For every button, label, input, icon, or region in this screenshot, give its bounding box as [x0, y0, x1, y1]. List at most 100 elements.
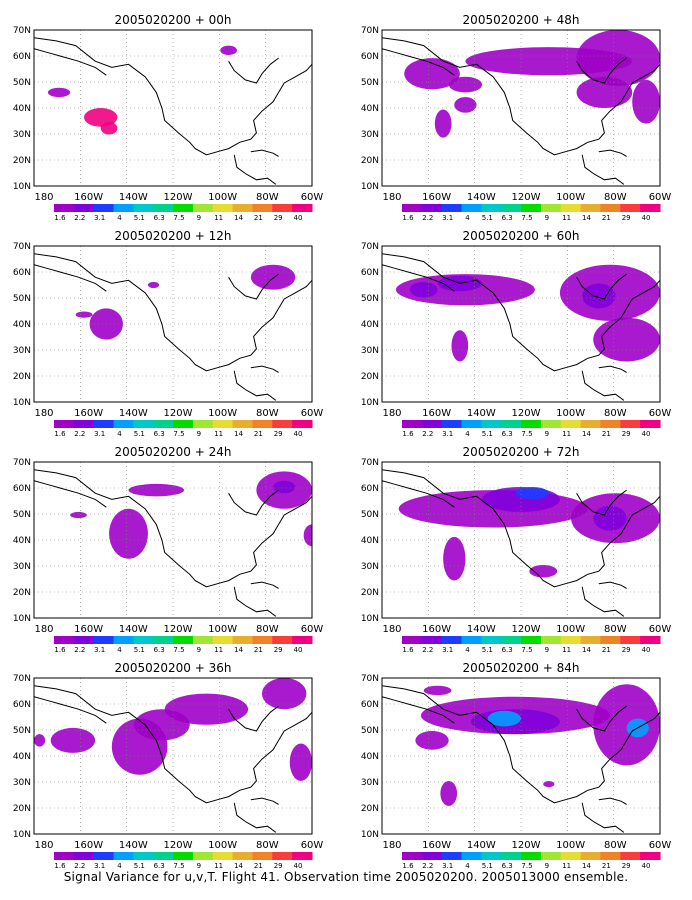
colorbar-swatch	[441, 852, 463, 860]
colorbar-label: 3.1	[442, 430, 453, 438]
colorbar-swatch	[560, 636, 582, 644]
colorbar-label: 40	[642, 430, 651, 438]
y-tick-label: 50N	[13, 294, 31, 304]
x-tick-label: 140W	[119, 192, 148, 203]
colorbar-swatch	[192, 852, 214, 860]
x-tick-label: 60W	[301, 624, 324, 635]
y-tick-label: 30N	[361, 346, 379, 356]
variance-contour	[128, 483, 185, 497]
colorbar-label: 29	[274, 646, 283, 654]
colorbar-label: 11	[214, 214, 223, 222]
y-tick-label: 40N	[13, 104, 31, 114]
colorbar-swatch	[580, 852, 601, 860]
y-tick-label: 60N	[13, 700, 31, 710]
colorbar-swatch	[292, 204, 313, 212]
x-tick-label: 80W	[256, 192, 279, 203]
panel-title: 2005020200 + 24h	[115, 445, 232, 459]
colorbar-label: 29	[274, 430, 283, 438]
colorbar-label: 6.3	[154, 214, 165, 222]
colorbar-label: 9	[197, 646, 201, 654]
colorbar-label: 14	[234, 430, 243, 438]
y-tick-label: 30N	[361, 778, 379, 788]
colorbar-swatch	[540, 204, 562, 212]
colorbar-label: 6.3	[502, 862, 513, 870]
colorbar-swatch	[580, 204, 601, 212]
variance-contour	[632, 79, 660, 124]
colorbar-label: 9	[545, 646, 549, 654]
y-tick-label: 30N	[13, 778, 31, 788]
colorbar-swatch	[421, 420, 443, 428]
colorbar-swatch	[501, 420, 522, 428]
variance-contour	[75, 311, 93, 318]
colorbar-swatch	[173, 636, 194, 644]
x-tick-label: 120W	[164, 192, 193, 203]
colorbar-swatch	[192, 636, 214, 644]
y-tick-label: 40N	[13, 536, 31, 546]
x-tick-label: 80W	[604, 408, 627, 419]
coastline	[34, 469, 312, 617]
colorbar-swatch	[461, 636, 482, 644]
plot-frame	[381, 461, 661, 619]
colorbar-label: 21	[254, 214, 263, 222]
variance-contour	[303, 524, 312, 547]
coastline-path	[598, 365, 627, 373]
colorbar-swatch	[461, 852, 482, 860]
y-tick-label: 20N	[13, 588, 31, 598]
colorbar-swatch	[113, 636, 134, 644]
x-tick-label: 180	[34, 624, 53, 635]
x-tick-label: 100W	[556, 192, 585, 203]
colorbar-label: 2.2	[422, 430, 433, 438]
y-tick-label: 50N	[361, 78, 379, 88]
variance-field	[47, 45, 237, 135]
colorbar-swatch	[93, 420, 115, 428]
colorbar-label: 40	[294, 214, 303, 222]
coastline	[34, 37, 312, 185]
coastline-path	[228, 489, 279, 516]
colorbar-swatch	[212, 420, 234, 428]
x-tick-label: 120W	[512, 840, 541, 851]
y-tick-label: 50N	[361, 510, 379, 520]
panel-title: 2005020200 + 12h	[115, 229, 232, 243]
y-tick-label: 60N	[361, 700, 379, 710]
colorbar-label: 40	[294, 646, 303, 654]
colorbar-swatch	[93, 204, 115, 212]
colorbar-swatch	[133, 852, 154, 860]
x-tick-label: 140W	[119, 408, 148, 419]
colorbar-label: 11	[214, 862, 223, 870]
x-tick-label: 60W	[649, 624, 672, 635]
colorbar-swatch	[192, 420, 214, 428]
colorbar-swatch	[153, 420, 174, 428]
colorbar-label: 11	[562, 214, 571, 222]
variance-contour	[543, 780, 555, 788]
colorbar-label: 2.2	[422, 862, 433, 870]
colorbar-label: 9	[545, 430, 549, 438]
colorbar-swatch	[212, 636, 234, 644]
colorbar-swatch	[600, 420, 621, 428]
colorbar-swatch	[441, 420, 463, 428]
variance-contour	[443, 536, 466, 581]
colorbar-swatch	[272, 852, 293, 860]
colorbar-label: 6.3	[154, 646, 165, 654]
colorbar-label: 21	[602, 862, 611, 870]
colorbar-label: 9	[197, 430, 201, 438]
colorbar-swatch	[481, 852, 502, 860]
colorbar-label: 21	[254, 862, 263, 870]
colorbar-swatch	[402, 420, 423, 428]
colorbar-swatch	[153, 204, 174, 212]
colorbar-swatch	[133, 636, 154, 644]
y-tick-label: 20N	[361, 156, 379, 166]
coastline-path	[382, 264, 455, 292]
coastline-path	[382, 685, 660, 804]
map-panel: 2005020200 + 24h 70N 60N 50N 40N 30N 20N 10N180…	[13, 445, 324, 654]
x-tick-label: 80W	[604, 840, 627, 851]
coastline-path	[382, 48, 455, 76]
variance-contour	[593, 317, 660, 362]
y-tick-label: 10N	[13, 614, 31, 624]
colorbar-swatch	[54, 636, 75, 644]
colorbar-label: 7.5	[521, 214, 532, 222]
colorbar-label: 4	[465, 430, 470, 438]
coastline-path	[250, 149, 279, 157]
y-tick-label: 70N	[361, 242, 379, 252]
variance-field	[70, 471, 312, 559]
variance-contour	[454, 97, 477, 113]
